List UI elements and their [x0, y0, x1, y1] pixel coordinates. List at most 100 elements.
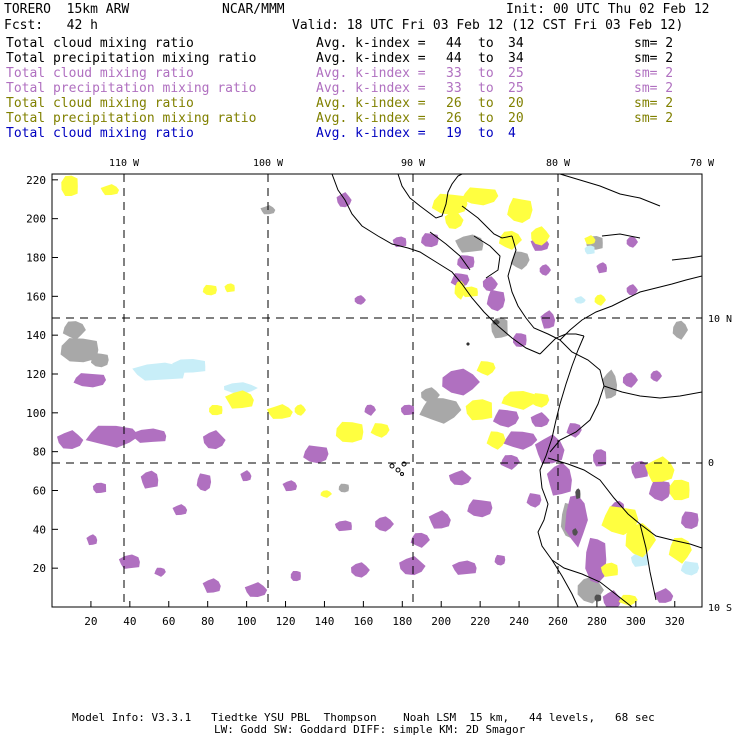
purple-blob	[452, 560, 477, 575]
yellow-blob	[61, 175, 78, 197]
legend-index-label: Avg. k-index =	[316, 126, 426, 141]
legend-index-label: Avg. k-index =	[316, 36, 426, 51]
purple-blob	[375, 516, 394, 532]
yellow-blob	[486, 431, 506, 450]
y-tick-label: 200	[26, 213, 46, 226]
purple-blob	[585, 537, 607, 584]
purple-blob	[457, 255, 475, 270]
legend-sm: sm= 2	[634, 96, 674, 111]
gray-blob	[419, 397, 462, 424]
purple-blob	[592, 449, 607, 467]
purple-blob	[202, 430, 226, 450]
yellow-blob	[531, 226, 550, 246]
legend-field: Total precipitation mixing ratio	[6, 81, 257, 96]
yellow-blob	[601, 506, 639, 536]
y-tick-label: 220	[26, 174, 46, 187]
lightblue-blob	[680, 561, 700, 576]
gray-blob	[455, 234, 484, 253]
purple-blob	[92, 482, 107, 494]
lightblue-blob	[574, 296, 586, 304]
y-tick-label: 60	[33, 484, 46, 497]
legend-field: Total cloud mixing ratio	[6, 126, 194, 141]
longitude-label: 80 W	[546, 158, 571, 169]
yellow-blob	[618, 594, 638, 606]
yellow-blob	[209, 404, 223, 416]
latitude-label: 10 N	[708, 314, 732, 325]
purple-blob	[240, 470, 252, 482]
yellow-cloud-areas	[61, 175, 692, 606]
x-tick-label: 60	[162, 615, 175, 628]
x-tick-label: 180	[392, 615, 412, 628]
legend-to-word: to	[478, 96, 494, 111]
yellow-blob	[501, 391, 540, 410]
purple-blob	[336, 192, 352, 208]
dark-blob	[492, 319, 500, 325]
model-info-line2: LW: Godd SW: Goddard DIFF: simple KM: 2D…	[214, 723, 526, 736]
legend-to-word: to	[478, 126, 494, 141]
purple-cloud-areas	[56, 192, 699, 607]
yellow-blob	[294, 404, 306, 416]
legend-sm: sm= 2	[634, 66, 674, 81]
purple-blob	[244, 582, 268, 597]
y-tick-label: 80	[33, 446, 46, 459]
legend-from: 26	[446, 96, 462, 111]
dark-blob	[575, 488, 581, 500]
x-tick-label: 300	[626, 615, 646, 628]
purple-blob	[86, 534, 98, 546]
x-tick-label: 40	[123, 615, 136, 628]
axis-ticks	[52, 179, 676, 607]
gray-blob	[338, 483, 350, 493]
purple-blob	[546, 462, 572, 496]
legend-to: 4	[508, 126, 516, 141]
legend-field: Total cloud mixing ratio	[6, 96, 194, 111]
legend-from: 44	[446, 51, 462, 66]
purple-blob	[534, 434, 565, 464]
legend-to: 20	[508, 96, 524, 111]
yellow-blob	[584, 235, 596, 245]
x-tick-label: 20	[84, 615, 97, 628]
x-tick-label: 80	[201, 615, 214, 628]
legend-field: Total cloud mixing ratio	[6, 66, 194, 81]
purple-blob	[626, 284, 638, 296]
x-tick-label: 280	[587, 615, 607, 628]
longitude-label: 90 W	[401, 158, 426, 169]
longitude-label: 110 W	[109, 158, 140, 169]
gray-blob	[62, 321, 86, 340]
axis-tick-labels: 20 40 60 80 100 120 140 160 180 200 220 240 260 280 30…	[26, 174, 685, 628]
legend-from: 44	[446, 36, 462, 51]
yellow-blob	[644, 456, 675, 482]
purple-blob	[56, 430, 84, 449]
x-tick-label: 320	[665, 615, 685, 628]
legend-index-label: Avg. k-index =	[316, 81, 426, 96]
yellow-blob	[100, 184, 120, 196]
purple-blob	[482, 276, 498, 292]
purple-blob	[399, 556, 426, 576]
y-tick-label: 140	[26, 329, 46, 342]
purple-blob	[428, 510, 451, 529]
purple-blob	[540, 310, 556, 329]
yellow-blob	[320, 490, 332, 498]
lat-lon-grid	[52, 174, 702, 607]
yellow-blob	[335, 421, 364, 443]
y-tick-label: 120	[26, 368, 46, 381]
latitude-label: 10 S	[708, 603, 732, 614]
x-tick-label: 260	[548, 615, 568, 628]
purple-blob	[566, 423, 582, 438]
purple-blob	[448, 470, 472, 486]
map-frame	[51, 173, 703, 608]
yellow-blob	[476, 361, 496, 376]
gray-blob	[602, 369, 618, 399]
y-tick-label: 100	[26, 407, 46, 420]
purple-blob	[630, 460, 648, 479]
y-tick-label: 20	[33, 562, 46, 575]
purple-blob	[500, 455, 520, 470]
purple-blob	[73, 373, 107, 388]
purple-blob	[486, 289, 506, 312]
purple-blob	[172, 504, 188, 516]
legend-sm: sm= 2	[634, 36, 674, 51]
purple-blob	[526, 493, 542, 508]
x-tick-label: 200	[431, 615, 451, 628]
legend-from: 26	[446, 111, 462, 126]
yellow-blob	[431, 193, 468, 215]
legend-to-word: to	[478, 111, 494, 126]
